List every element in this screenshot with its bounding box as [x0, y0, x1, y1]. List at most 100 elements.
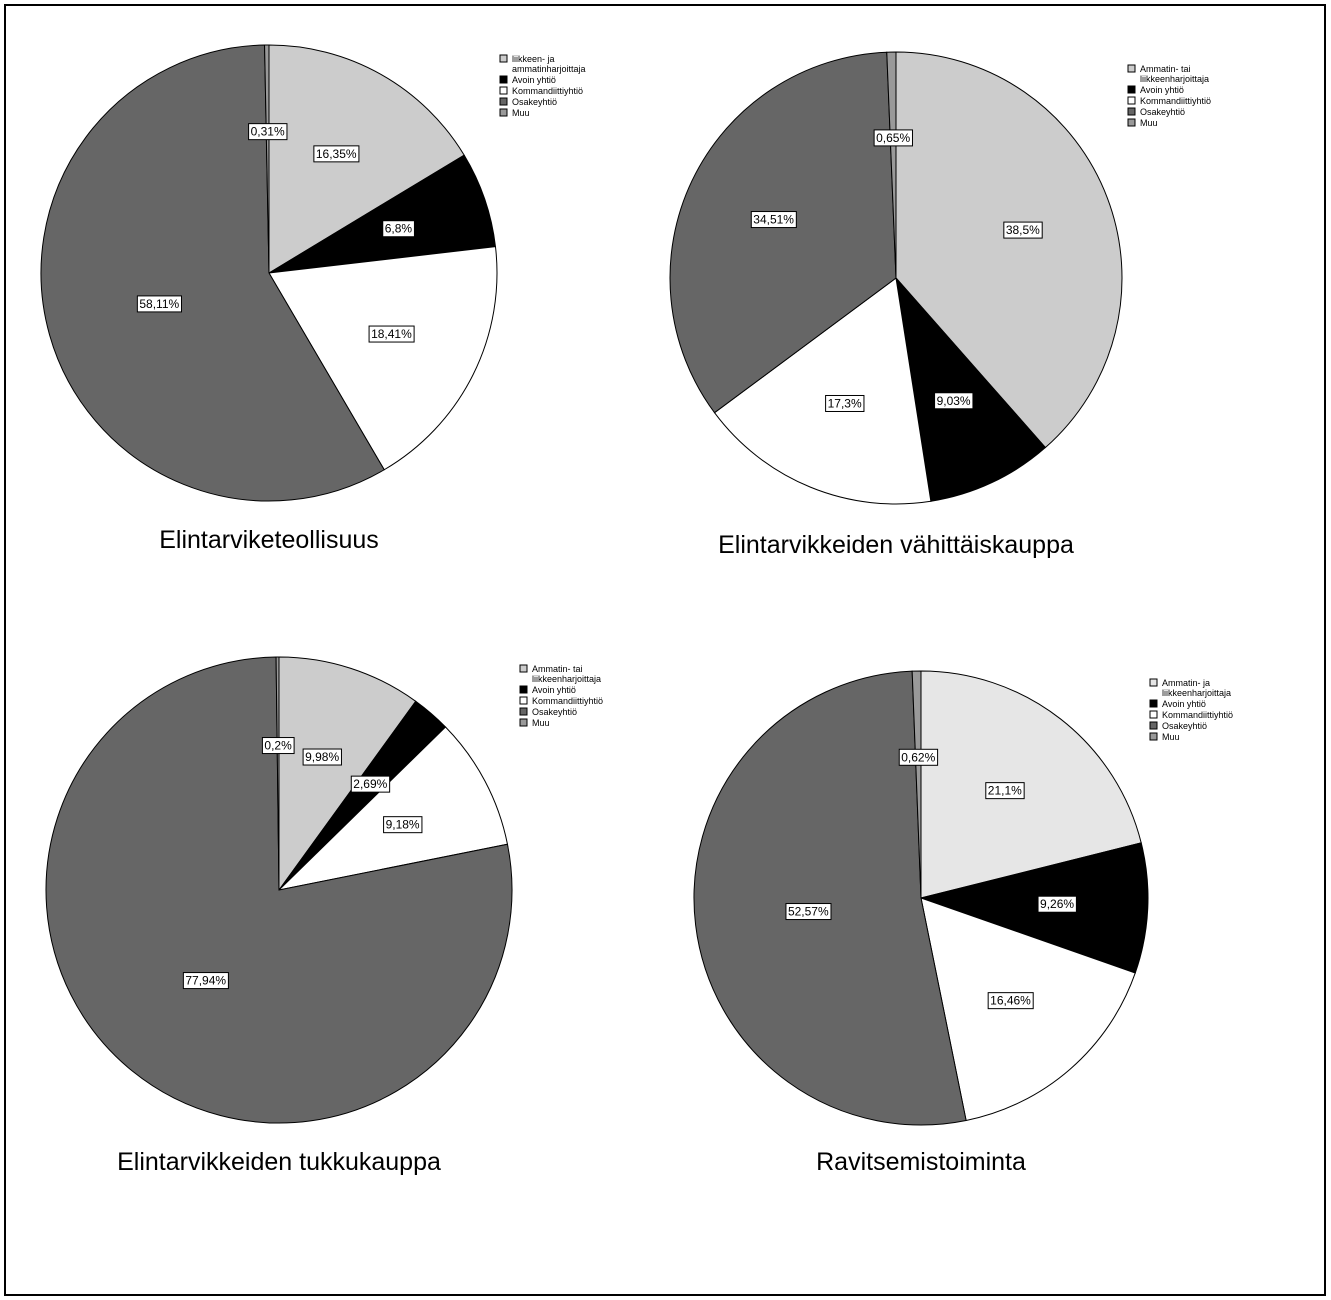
pie-slice-kommandiittiyhtio [277, 726, 509, 891]
pie-slice-muu [264, 44, 270, 274]
pie-slice-liikkeen-ja-ammatinharjoittaja [268, 44, 465, 274]
pie-slice-muu [275, 656, 280, 891]
svg-text:18,41%: 18,41% [371, 327, 412, 341]
svg-text:21,1%: 21,1% [988, 784, 1022, 798]
legend-item-muu: Muu [519, 718, 550, 728]
slice-data-label: 18,41% [368, 325, 415, 343]
legend-swatch [1149, 699, 1158, 708]
legend-label: Kommandiittiyhtiö [1140, 96, 1211, 106]
slice-data-label: 0,65% [873, 129, 913, 147]
slice-data-label: 58,11% [136, 295, 183, 313]
pie-slice-avoin-yhtio [919, 842, 1149, 974]
svg-text:0,31%: 0,31% [251, 125, 285, 139]
legend-swatch [499, 75, 508, 84]
pie-chart-1: 16,35% 6,8% 18,41% 58,11% 0,31% liikkeen- ja a… [40, 44, 586, 554]
legend-item-avoin-yhtio: Avoin yhtiö [1127, 85, 1184, 95]
chart-title: Ravitsemistoiminta [816, 1148, 1026, 1176]
legend-swatch [519, 664, 528, 673]
legend-label: Muu [512, 108, 530, 118]
legend-label: Avoin yhtiö [512, 75, 556, 85]
legend-swatch [1127, 64, 1136, 73]
legend-item-osakeyhtio: Osakeyhtiö [499, 97, 557, 107]
legend-label: Osakeyhtiö [512, 97, 557, 107]
legend-label: Kommandiittiyhtiö [532, 696, 603, 706]
legend-label: Avoin yhtiö [532, 685, 576, 695]
pie-slice-kommandiittiyhtio [920, 897, 1136, 1122]
legend-label: Avoin yhtiö [1162, 699, 1206, 709]
slice-data-label: 17,3% [825, 394, 865, 412]
legend-swatch [519, 707, 528, 716]
svg-text:16,46%: 16,46% [990, 994, 1031, 1008]
legend-swatch [499, 86, 508, 95]
pie-slice-osakeyhtio [40, 44, 385, 502]
legend-swatch [1127, 118, 1136, 127]
pie-chart-2: 38,5% 9,03% 17,3% 34,51% 0,65% Ammatin- tai li… [669, 51, 1211, 559]
legend-swatch [499, 54, 508, 63]
legend-swatch [519, 718, 528, 727]
svg-text:0,2%: 0,2% [264, 739, 292, 753]
legend-item-kommandiittiyhtio: Kommandiittiyhtiö [1127, 96, 1211, 106]
legend-label: Ammatin- tai liikkeenharjoittaja [1140, 64, 1209, 84]
chart-title: Elintarvikkeiden vähittäiskauppa [718, 531, 1074, 559]
slice-data-label: 0,2% [261, 737, 295, 755]
svg-text:9,26%: 9,26% [1040, 897, 1074, 911]
slice-data-label: 52,57% [785, 903, 832, 921]
slice-data-label: 21,1% [985, 782, 1025, 800]
legend-label: Osakeyhtiö [532, 707, 577, 717]
slice-data-label: 16,46% [987, 992, 1034, 1010]
pie-slice-kommandiittiyhtio [268, 246, 498, 471]
pie-slice-avoin-yhtio [895, 276, 1047, 502]
slice-data-label: 9,26% [1037, 895, 1077, 913]
legend-item-osakeyhtio: Osakeyhtiö [1127, 107, 1185, 117]
legend-item-muu: Muu [499, 108, 530, 118]
svg-text:34,51%: 34,51% [753, 213, 794, 227]
legend-item-ammatin-ja-liikkeenharjoittaja: Ammatin- ja liikkeenharjoittaja [1149, 678, 1231, 698]
slice-data-label: 0,62% [898, 748, 939, 766]
slice-data-label: 9,18% [383, 816, 423, 834]
slice-data-label: 34,51% [750, 211, 797, 229]
legend-swatch [499, 108, 508, 117]
legend-label: Muu [1140, 118, 1158, 128]
legend-swatch [1127, 107, 1136, 116]
legend-item-osakeyhtio: Osakeyhtiö [519, 707, 577, 717]
svg-text:38,5%: 38,5% [1006, 223, 1040, 237]
svg-text:0,62%: 0,62% [901, 750, 935, 764]
svg-text:9,98%: 9,98% [305, 750, 339, 764]
legend-item-muu: Muu [1127, 118, 1158, 128]
svg-text:9,18%: 9,18% [386, 818, 420, 832]
legend-swatch [1149, 710, 1158, 719]
legend-item-osakeyhtio: Osakeyhtiö [1149, 721, 1207, 731]
pie-slice-muu [911, 670, 922, 899]
legend-label: Kommandiittiyhtiö [1162, 710, 1233, 720]
legend-swatch [519, 685, 528, 694]
pie-slice-osakeyhtio [669, 51, 897, 414]
slice-data-label: 9,03% [934, 392, 974, 410]
slice-data-label: 77,94% [182, 972, 229, 990]
svg-text:6,8%: 6,8% [385, 222, 413, 236]
legend-item-kommandiittiyhtio: Kommandiittiyhtiö [499, 86, 583, 96]
legend-item-kommandiittiyhtio: Kommandiittiyhtiö [1149, 710, 1233, 720]
legend-label: Muu [532, 718, 550, 728]
svg-text:2,69%: 2,69% [353, 777, 387, 791]
chart-title: Elintarvikkeiden tukkukauppa [117, 1148, 441, 1176]
legend-item-ammatin-tai-liikkeenharjoittaja: Ammatin- tai liikkeenharjoittaja [1127, 64, 1209, 84]
legend-label: Kommandiittiyhtiö [512, 86, 583, 96]
legend-item-muu: Muu [1149, 732, 1180, 742]
svg-text:9,03%: 9,03% [937, 394, 971, 408]
svg-text:16,35%: 16,35% [316, 147, 357, 161]
pie-slice-ammatin-tai-liikkeenharjoittaja [895, 51, 1123, 449]
legend-swatch [1149, 721, 1158, 730]
legend-label: liikkeen- ja ammatinharjoittaja [512, 54, 586, 74]
legend-swatch [519, 696, 528, 705]
legend-swatch [1127, 96, 1136, 105]
slice-data-label: 9,98% [302, 748, 342, 766]
legend-label: Ammatin- tai liikkeenharjoittaja [532, 664, 601, 684]
legend-label: Muu [1162, 732, 1180, 742]
legend-item-kommandiittiyhtio: Kommandiittiyhtiö [519, 696, 603, 706]
legend-item-avoin-yhtio: Avoin yhtiö [1149, 699, 1206, 709]
legend-item-avoin-yhtio: Avoin yhtiö [519, 685, 576, 695]
